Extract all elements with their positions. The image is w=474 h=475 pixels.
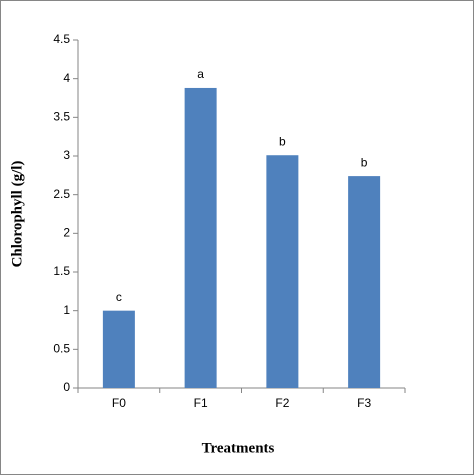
bar: [266, 155, 299, 388]
y-tick-label: 1.5: [53, 264, 70, 278]
y-tick-label: 4: [63, 71, 70, 85]
significance-letter: a: [197, 67, 204, 81]
y-tick-label: 3: [63, 148, 70, 162]
x-tick-label: F3: [357, 396, 371, 410]
bar: [102, 310, 135, 388]
significance-letter: c: [116, 290, 122, 304]
y-axis-title: Chlorophyll (g/l): [9, 161, 25, 268]
y-tick-label: 4.5: [53, 32, 70, 46]
y-tick-label: 3.5: [53, 110, 70, 124]
y-tick-label: 2.5: [53, 187, 70, 201]
y-tick-label: 0: [63, 380, 70, 394]
x-tick-label: F2: [275, 396, 289, 410]
y-tick-label: 2: [63, 226, 70, 240]
x-axis-title: Treatments: [202, 440, 275, 456]
bar: [184, 87, 217, 389]
significance-letter: b: [279, 134, 286, 148]
x-tick-label: F0: [112, 396, 126, 410]
x-tick-label: F1: [194, 396, 208, 410]
significance-letter: b: [361, 155, 368, 169]
y-tick-label: 0.5: [53, 342, 70, 356]
bar: [348, 176, 381, 388]
y-tick-label: 1: [63, 303, 70, 317]
